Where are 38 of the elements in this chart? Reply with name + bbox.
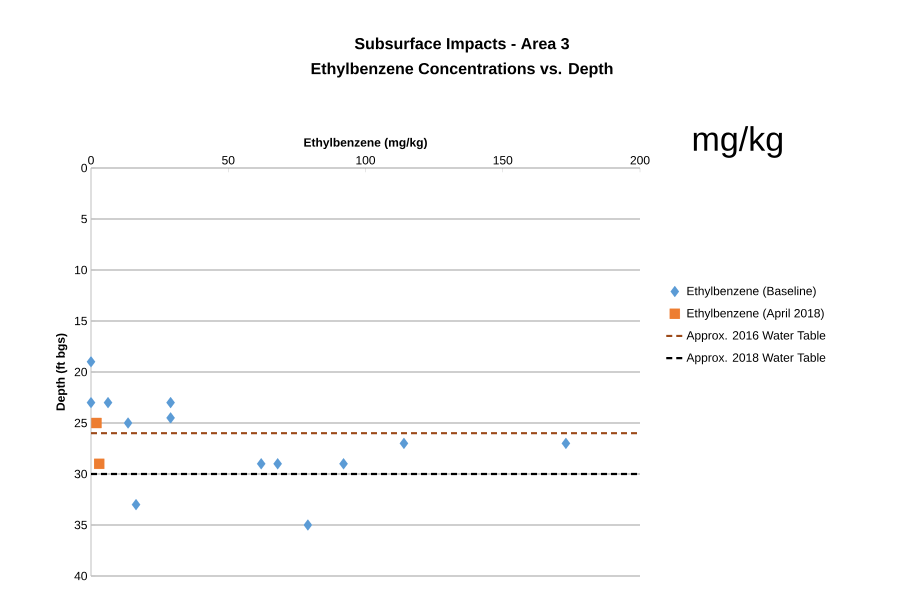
point	[273, 458, 282, 470]
point	[124, 417, 132, 429]
point	[304, 519, 312, 531]
point	[166, 412, 175, 424]
point	[86, 396, 96, 408]
point	[132, 498, 140, 510]
chart-subtitle: Ethylbenzene Concentrations vs. Depth	[312, 62, 612, 78]
legend-label: Approx. 2016 Water Table	[686, 330, 826, 342]
y-tick-label: 25	[74, 418, 87, 428]
y-tick-label: 40	[74, 572, 88, 580]
legend-label: Approx. 2018 Water Table	[686, 353, 826, 364]
legend-label: Ethylbenzene (Baseline)	[687, 286, 816, 298]
text: mg/kg	[694, 126, 782, 158]
point	[400, 438, 408, 450]
point	[166, 396, 175, 408]
point	[94, 458, 104, 470]
chart-title: Subsurface Impacts - Area 3	[354, 38, 569, 52]
y-axis-title: Depth (ft bgs)	[56, 334, 68, 410]
point	[256, 458, 266, 470]
y-tick-label: 10	[75, 266, 88, 274]
y-tick-label: 20	[74, 368, 88, 376]
y-tick-label: 35	[74, 520, 87, 530]
y-tick-label: 30	[74, 470, 88, 478]
x-tick-label: 0	[88, 156, 94, 164]
legend-label: Ethylbenzene (April 2018)	[687, 308, 824, 320]
y-tick-label: 15	[75, 316, 87, 326]
x-tick-label: 100	[356, 156, 376, 164]
point	[86, 356, 96, 368]
x-tick-label: 50	[222, 156, 234, 164]
point	[339, 458, 348, 470]
x-tick-label: 150	[494, 156, 512, 164]
x-tick-label: 200	[630, 156, 650, 164]
point	[562, 438, 570, 450]
x-axis-title: Ethylbenzene (mg/kg)	[304, 138, 427, 150]
point	[104, 396, 112, 408]
point	[91, 418, 102, 428]
y-tick-label: 0	[81, 164, 88, 172]
y-tick-label: 5	[81, 214, 87, 224]
